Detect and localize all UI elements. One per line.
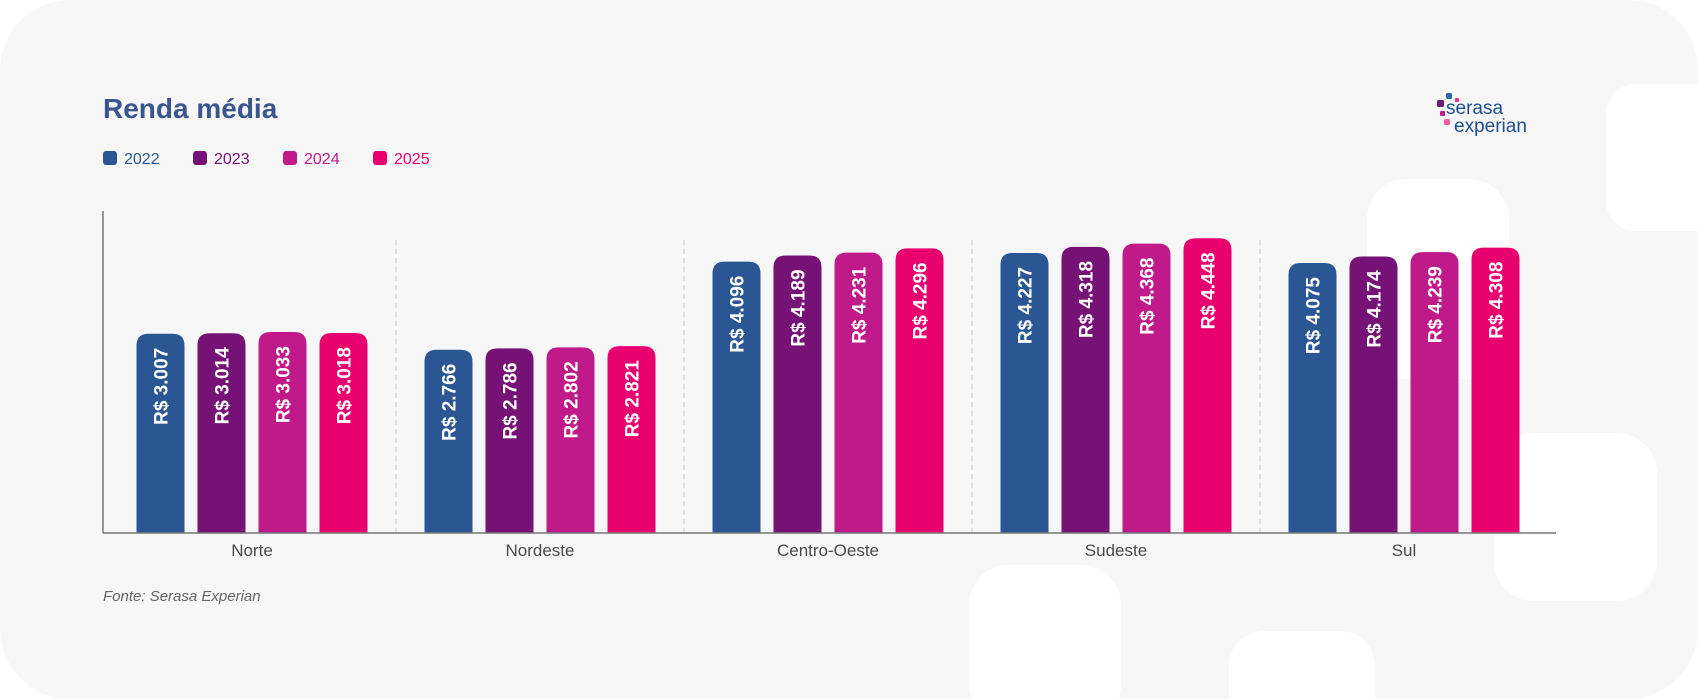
bar (136, 333, 185, 533)
bar-Sudeste-2023: R$ 4.318 (1061, 246, 1110, 534)
bar-Nordeste-2025: R$ 2.821 (607, 346, 656, 533)
bar-value-label: R$ 4.308 (1487, 262, 1508, 339)
bar (424, 349, 473, 533)
chart-title: Renda média (103, 93, 278, 124)
bar-Sul-2025: R$ 4.308 (1471, 247, 1520, 533)
bar (1410, 252, 1459, 533)
source-note: Fonte: Serasa Experian (103, 588, 261, 605)
bar-value-label: R$ 4.174 (1365, 270, 1386, 348)
bar-Nordeste-2024: R$ 2.802 (546, 347, 595, 533)
bar (1061, 246, 1110, 534)
legend-item-2024: 2024 (283, 151, 340, 168)
bar-Sudeste-2022: R$ 4.227 (1000, 252, 1049, 533)
bar-value-label: R$ 4.368 (1138, 258, 1159, 335)
bar-Nordeste-2022: R$ 2.766 (424, 349, 473, 533)
bar-Centro-Oeste-2022: R$ 4.096 (712, 261, 761, 533)
bar (607, 346, 656, 533)
category-label: Sul (1392, 541, 1417, 560)
bar-value-label: R$ 4.075 (1304, 277, 1325, 355)
bar-Sul-2022: R$ 4.075 (1288, 263, 1337, 533)
bar-value-label: R$ 2.766 (440, 364, 461, 441)
bar (712, 261, 761, 533)
legend-swatch (193, 151, 207, 165)
category-label: Sudeste (1085, 541, 1147, 560)
legend-label: 2025 (394, 151, 430, 168)
bar-Nordeste-2023: R$ 2.786 (485, 348, 534, 533)
legend-item-2025: 2025 (373, 151, 430, 168)
bar-Centro-Oeste-2023: R$ 4.189 (773, 255, 822, 533)
bar (258, 332, 307, 533)
bar (1000, 252, 1049, 533)
category-label: Centro-Oeste (777, 541, 879, 560)
bar-Sudeste-2025: R$ 4.448 (1183, 238, 1232, 533)
legend-label: 2022 (124, 151, 160, 168)
bar-value-label: R$ 4.448 (1199, 252, 1220, 329)
bar (197, 333, 246, 533)
bar-Norte-2025: R$ 3.018 (319, 333, 368, 533)
bar (834, 252, 883, 533)
bar (895, 248, 944, 533)
bar (773, 255, 822, 533)
legend-item-2023: 2023 (193, 151, 250, 168)
bar-value-label: R$ 4.318 (1077, 261, 1098, 338)
bar (1349, 256, 1398, 533)
decorative-shapes (969, 84, 1698, 699)
bar-value-label: R$ 2.821 (623, 360, 644, 438)
bar-Centro-Oeste-2024: R$ 4.231 (834, 252, 883, 533)
category-labels: Norte Nordeste Centro-Oeste Sudeste Sul (231, 541, 1416, 560)
bar-Sul-2023: R$ 4.174 (1349, 256, 1398, 533)
bar (1288, 263, 1337, 533)
logo-text-line2: experian (1454, 116, 1527, 137)
bar (319, 333, 368, 533)
legend-swatch (103, 151, 117, 165)
bar-Norte-2023: R$ 3.014 (197, 333, 246, 533)
group-separators (395, 240, 1261, 533)
category-label: Nordeste (506, 541, 575, 560)
legend-item-2022: 2022 (103, 151, 160, 168)
logo: serasa experian (1437, 93, 1527, 137)
bar (1122, 243, 1171, 533)
legend-swatch (373, 151, 387, 165)
bar-Norte-2024: R$ 3.033 (258, 332, 307, 533)
bar-value-label: R$ 4.239 (1426, 266, 1447, 343)
bar-Centro-Oeste-2025: R$ 4.296 (895, 248, 944, 533)
bar-value-label: R$ 3.033 (274, 346, 295, 423)
category-label: Norte (231, 541, 273, 560)
bar-Sul-2024: R$ 4.239 (1410, 252, 1459, 533)
legend-label: 2024 (304, 151, 340, 168)
bar-value-label: R$ 2.802 (562, 361, 583, 438)
bar-value-label: R$ 2.786 (501, 362, 522, 439)
bar-value-label: R$ 3.018 (335, 347, 356, 424)
bars: R$ 3.007 R$ 3.014 R$ 3.033 R$ 3.018 R$ 2.766… (136, 238, 1520, 534)
bar-value-label: R$ 4.096 (728, 276, 749, 353)
bar-value-label: R$ 3.007 (152, 348, 173, 425)
bar-value-label: R$ 4.189 (789, 269, 810, 346)
bar (1471, 247, 1520, 533)
bar-value-label: R$ 4.231 (850, 266, 871, 344)
logo-text-line1: serasa (1446, 98, 1503, 119)
bar-Norte-2022: R$ 3.007 (136, 333, 185, 533)
bar-value-label: R$ 4.227 (1016, 267, 1037, 344)
legend: 2022 2023 2024 2025 (103, 151, 430, 168)
bar-value-label: R$ 4.296 (911, 262, 932, 339)
bar (546, 347, 595, 533)
legend-swatch (283, 151, 297, 165)
bar (485, 348, 534, 533)
bar-Sudeste-2024: R$ 4.368 (1122, 243, 1171, 533)
bar (1183, 238, 1232, 533)
bar-value-label: R$ 3.014 (213, 347, 234, 425)
legend-label: 2023 (214, 151, 250, 168)
